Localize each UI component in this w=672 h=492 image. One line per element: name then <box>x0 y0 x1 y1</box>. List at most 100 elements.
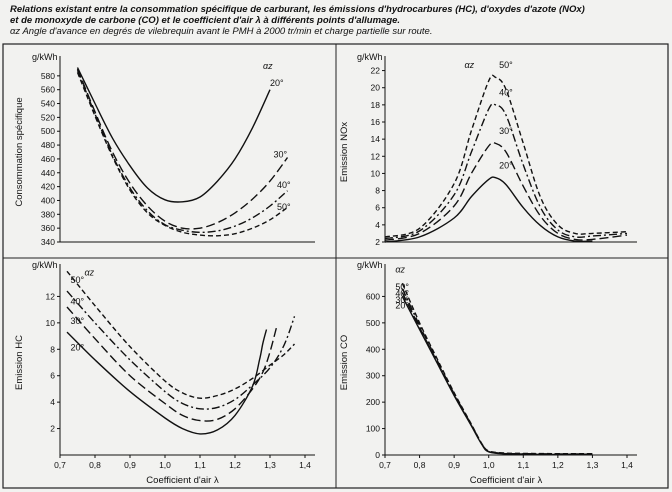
figure-caption: Relations existant entre la consommation… <box>10 4 666 37</box>
series-line-hc-3 <box>66 270 296 399</box>
chart-nox: g/kWh 2 4 6 8 10 12 14 16 18 20 22 Emission NOx αz 20°… <box>339 52 637 247</box>
x-tick-label: 1,0 <box>483 460 495 470</box>
y-tick-label: 580 <box>41 71 55 81</box>
caption-line-2: et de monoxyde de carbone (CO) et le coe… <box>10 15 401 26</box>
y-tick-label: 540 <box>41 99 55 109</box>
y-tick-label: 520 <box>41 112 55 122</box>
x-tick-label: 0,9 <box>124 460 136 470</box>
y-axis-title: Emission NOx <box>339 122 350 182</box>
series-label-consommation-0: 20° <box>270 78 284 88</box>
x-axis-title: Coefficient d'air λ <box>146 475 219 486</box>
y-tick-label: 6 <box>375 203 380 213</box>
legend-title: αz <box>465 60 475 70</box>
series-label-consommation-3: 50° <box>277 202 291 212</box>
x-tick-label: 0,7 <box>379 460 391 470</box>
y-tick-label: 4 <box>375 220 380 230</box>
unit-label: g/kWh <box>357 52 383 62</box>
y-tick-label: 10 <box>46 318 56 328</box>
series-line-co-2 <box>401 288 593 455</box>
series-line-consommation-0 <box>76 67 271 203</box>
series-label-hc-0: 20° <box>71 343 85 353</box>
x-tick-label: 1,1 <box>194 460 206 470</box>
y-tick-label: 380 <box>41 209 55 219</box>
series-label-hc-2: 40° <box>71 296 85 306</box>
unit-label: g/kWh <box>32 52 58 62</box>
caption-line-3: αz Angle d'avance en degrés de vilebrequ… <box>10 26 433 37</box>
series-line-nox-0 <box>384 176 593 243</box>
y-tick-label: 600 <box>366 291 380 301</box>
series-label-nox-2: 40° <box>499 87 513 97</box>
series-label-nox-3: 50° <box>499 60 513 70</box>
chart-co: g/kWh 0 100 200 300 400 500 600 0,7 0,8 0,9 1,0 1,1 1… <box>339 260 637 486</box>
y-tick-label: 8 <box>50 344 55 354</box>
y-tick-label: 560 <box>41 85 55 95</box>
y-tick-label: 100 <box>366 424 380 434</box>
y-tick-label: 8 <box>375 186 380 196</box>
x-tick-label: 1,3 <box>264 460 276 470</box>
legend-title: αz <box>85 267 95 277</box>
y-tick-label: 22 <box>371 66 381 76</box>
x-tick-label: 0,8 <box>414 460 426 470</box>
y-tick-label: 500 <box>366 318 380 328</box>
series-label-co-0: 20° <box>395 300 409 310</box>
y-tick-label: 14 <box>371 134 381 144</box>
legend-title: αz <box>263 61 273 71</box>
y-tick-label: 12 <box>371 151 381 161</box>
x-tick-label: 1,4 <box>299 460 311 470</box>
x-tick-label: 0,7 <box>54 460 66 470</box>
y-tick-label: 20 <box>371 83 381 93</box>
series-line-consommation-1 <box>76 68 289 230</box>
y-tick-label: 420 <box>41 182 55 192</box>
series-label-co-1: 30° <box>395 295 409 305</box>
y-tick-label: 12 <box>46 291 56 301</box>
series-line-nox-1 <box>384 141 628 241</box>
y-tick-label: 360 <box>41 223 55 233</box>
series-line-co-3 <box>401 282 593 455</box>
y-axis-title: Consommation spécifique <box>14 97 25 206</box>
y-tick-label: 18 <box>371 100 381 110</box>
y-tick-label: 6 <box>50 371 55 381</box>
chart-consommation: g/kWh 340 360 380 400 420 440 460 480 500 520 540 56… <box>14 52 315 247</box>
series-line-hc-0 <box>66 329 268 435</box>
legend-title: αz <box>395 265 405 275</box>
x-tick-label: 1,3 <box>587 460 599 470</box>
series-label-consommation-1: 30° <box>274 150 288 160</box>
y-tick-label: 440 <box>41 168 55 178</box>
y-tick-label: 460 <box>41 154 55 164</box>
series-line-nox-3 <box>384 74 628 238</box>
x-tick-label: 1,1 <box>517 460 529 470</box>
x-tick-label: 0,8 <box>89 460 101 470</box>
y-tick-label: 16 <box>371 117 381 127</box>
series-line-co-1 <box>401 292 593 455</box>
unit-label: g/kWh <box>32 260 58 270</box>
unit-label: g/kWh <box>357 260 383 270</box>
y-tick-label: 500 <box>41 126 55 136</box>
y-tick-label: 2 <box>375 237 380 247</box>
x-axis-title: Coefficient d'air λ <box>470 475 543 486</box>
x-tick-label: 1,4 <box>621 460 633 470</box>
series-line-co-0 <box>401 296 593 456</box>
y-tick-label: 400 <box>41 195 55 205</box>
chart-hc: g/kWh 2 4 6 8 10 12 0,7 0,8 0,9 1,0 1,1 1,2 1,3 1,4 Coe… <box>14 260 315 486</box>
y-axis-title: Emission CO <box>339 335 350 390</box>
series-line-consommation-3 <box>76 72 288 237</box>
y-axis-title: Emission HC <box>14 335 25 390</box>
series-label-nox-0: 20° <box>499 160 513 170</box>
x-tick-label: 0,9 <box>448 460 460 470</box>
y-tick-label: 4 <box>50 397 55 407</box>
series-line-consommation-2 <box>76 70 288 234</box>
y-tick-label: 480 <box>41 140 55 150</box>
y-tick-label: 340 <box>41 237 55 247</box>
y-tick-label: 400 <box>366 344 380 354</box>
x-tick-label: 1,2 <box>552 460 564 470</box>
series-label-co-3: 50° <box>395 282 409 292</box>
y-tick-label: 0 <box>375 450 380 460</box>
series-label-co-2: 40° <box>395 288 409 298</box>
series-label-nox-1: 30° <box>499 126 513 136</box>
series-label-hc-1: 30° <box>71 316 85 326</box>
series-label-hc-3: 50° <box>71 275 85 285</box>
caption-line-1: Relations existant entre la consommation… <box>10 4 585 15</box>
series-line-nox-2 <box>384 103 628 240</box>
